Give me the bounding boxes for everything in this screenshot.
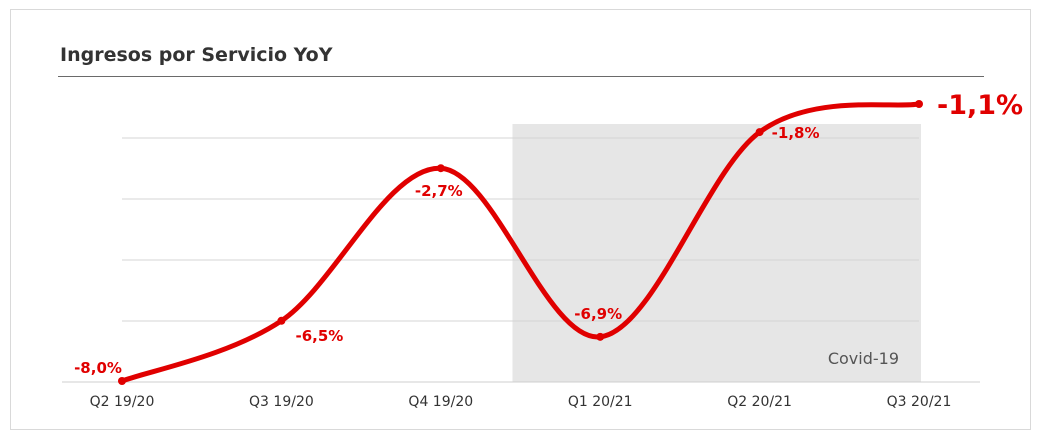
value-label-2: -6,5% (295, 327, 343, 345)
covid-label: Covid-19 (828, 349, 899, 368)
x-tick-label-5: Q2 20/21 (727, 394, 792, 410)
value-label-3: -2,7% (415, 182, 463, 200)
covid-shaded-region (512, 124, 921, 382)
value-label-4: -6,9% (574, 305, 622, 323)
data-point-2 (277, 316, 286, 325)
x-tick-label-3: Q4 19/20 (408, 394, 473, 410)
value-label-6: -1,1% (937, 90, 1023, 121)
data-point-1 (118, 377, 126, 385)
x-tick-label-1: Q2 19/20 (90, 394, 155, 410)
data-point-3 (436, 164, 445, 173)
title-divider (58, 76, 984, 77)
x-tick-label-6: Q3 20/21 (887, 394, 952, 410)
data-point-4 (596, 332, 605, 341)
data-point-6 (915, 100, 923, 108)
x-tick-label-2: Q3 19/20 (249, 394, 314, 410)
value-label-1: -8,0% (74, 359, 122, 377)
series-line (119, 101, 922, 384)
chart-title: Ingresos por Servicio YoY (60, 44, 333, 66)
x-tick-label-4: Q1 20/21 (568, 394, 633, 410)
data-point-5 (755, 128, 764, 137)
value-label-5: -1,8% (772, 124, 820, 142)
